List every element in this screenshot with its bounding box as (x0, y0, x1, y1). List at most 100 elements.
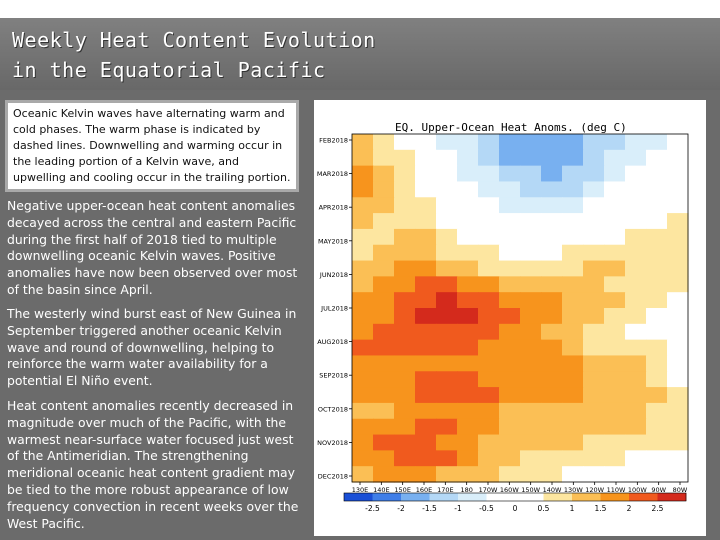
heatmap-cell (394, 165, 416, 183)
colorbar-label: 2 (627, 504, 632, 513)
heatmap-cell (415, 434, 437, 451)
heatmap-cell (415, 355, 437, 372)
heatmap-cell (415, 244, 437, 262)
heatmap-cell (457, 308, 479, 325)
heatmap-cell (352, 165, 374, 183)
heatmap-cell (625, 213, 647, 230)
heatmap-cell (667, 402, 689, 420)
heatmap-cell (562, 402, 584, 420)
x-tick-label: 80W (673, 486, 688, 494)
heatmap-cell (583, 434, 605, 451)
heatmap-cell (604, 276, 626, 293)
heatmap-cell (373, 260, 395, 277)
heatmap-cell (667, 260, 689, 277)
heatmap-cell (457, 402, 479, 420)
heatmap-cell (499, 402, 521, 420)
heatmap-cell (562, 244, 584, 262)
heatmap-cell (373, 244, 395, 262)
heatmap-cell (499, 308, 521, 325)
heatmap-cell (352, 323, 374, 341)
heatmap-cell (520, 244, 542, 262)
heatmap-cell (583, 228, 605, 246)
heatmap-cell (373, 323, 395, 341)
heatmap-cell (394, 292, 416, 309)
heatmap-cell (457, 450, 479, 467)
heatmap-cell (436, 466, 458, 483)
heatmap-cell (562, 387, 584, 404)
x-tick-label: 160W (500, 486, 519, 494)
heatmap-cell (352, 418, 374, 436)
heatmap-cell (415, 339, 437, 357)
heatmap-cell (436, 213, 458, 230)
heatmap-cell (436, 181, 458, 198)
heatmap-cell (646, 308, 668, 325)
heatmap-cell (646, 292, 668, 309)
heatmap-cell (436, 387, 458, 404)
heatmap-cell (583, 149, 605, 167)
colorbar-swatch (572, 493, 601, 501)
heatmap-cell (436, 134, 458, 151)
heatmap-cell (583, 402, 605, 420)
heatmap-cell (541, 466, 563, 483)
heatmap-cell (478, 244, 500, 262)
heatmap-cell (352, 371, 374, 388)
heatmap-cell (562, 165, 584, 183)
heatmap-cell (478, 402, 500, 420)
colorbar-label: -0.5 (479, 504, 494, 513)
heatmap-cell (373, 339, 395, 357)
heatmap-cell (583, 244, 605, 262)
heatmap-cell (373, 355, 395, 372)
heatmap-cell (646, 402, 668, 420)
heatmap-cell (562, 197, 584, 214)
heatmap-cell (646, 387, 668, 404)
heatmap-cell (541, 149, 563, 167)
heatmap-cell (478, 292, 500, 309)
heatmap-cell (415, 197, 437, 214)
heatmap-cell (625, 402, 647, 420)
heatmap-cell (436, 149, 458, 167)
heatmap-cell (457, 228, 479, 246)
heatmap-cell (394, 418, 416, 436)
heatmap-cell (646, 197, 668, 214)
heatmap-cell (604, 292, 626, 309)
heatmap-cell (667, 323, 689, 341)
heatmap-cell (667, 371, 689, 388)
heatmap-cell (394, 402, 416, 420)
heatmap-cell (604, 323, 626, 341)
chart-title: EQ. Upper-Ocean Heat Anoms. (deg C) (395, 121, 627, 134)
heatmap-cell (499, 260, 521, 277)
y-tick-label: APR2018 (319, 204, 348, 212)
heatmap-cell (667, 292, 689, 309)
heatmap-cell (604, 149, 626, 167)
heatmap-cell (646, 149, 668, 167)
heatmap-cell (541, 197, 563, 214)
heatmap-cell (373, 371, 395, 388)
heatmap-cell (457, 418, 479, 436)
heatmap-cell (436, 323, 458, 341)
heatmap-cell (583, 339, 605, 357)
heatmap-cell (373, 228, 395, 246)
heatmap-cell (583, 466, 605, 483)
heatmap-cell (541, 355, 563, 372)
heatmap-cell (457, 149, 479, 167)
heatmap-cell (562, 308, 584, 325)
heatmap-cell (520, 418, 542, 436)
heatmap-cell (562, 228, 584, 246)
y-tick-label: SEP2018 (319, 372, 348, 380)
heatmap-cell (478, 339, 500, 357)
heatmap-cell (520, 402, 542, 420)
y-axis-ticks: FEB2018 MAR2018 APR2018 MAY2018 JUN2018 JUL20… (317, 137, 352, 481)
heatmap-cell (625, 371, 647, 388)
heatmap-cell (415, 213, 437, 230)
heatmap-cell (583, 197, 605, 214)
kelvin-wave-note-box: Oceanic Kelvin waves have alternating wa… (5, 100, 299, 192)
heatmap-cell (625, 260, 647, 277)
heatmap-cell (562, 450, 584, 467)
heatmap-cell (604, 371, 626, 388)
heatmap-cell (646, 134, 668, 151)
colorbar-frame (343, 492, 687, 502)
colorbar-swatch (458, 493, 487, 501)
heatmap-cell (415, 450, 437, 467)
heatmap-cell (478, 466, 500, 483)
colorbar-label: -2.5 (365, 504, 380, 513)
